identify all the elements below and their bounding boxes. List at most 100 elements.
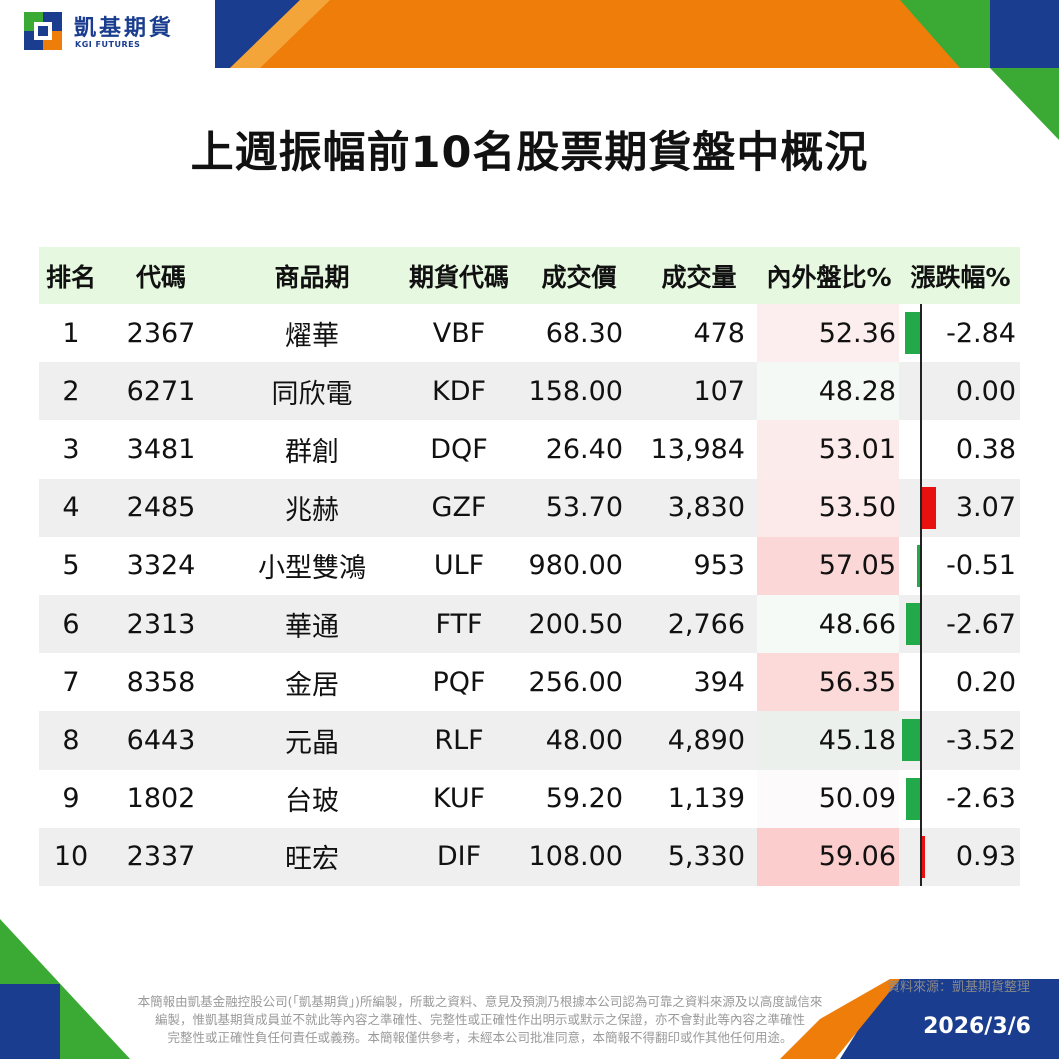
change-bar-up <box>920 835 925 878</box>
change-value: 0.00 <box>955 375 1016 407</box>
table-row: 10 2337 旺宏 DIF 108.00 5,330 59.06 0.93 <box>39 827 1020 886</box>
rank-cell: 4 <box>62 492 80 524</box>
change-value: -2.63 <box>946 783 1016 815</box>
change-cell: 0.38 <box>899 420 1020 478</box>
ratio-cell: 57.05 <box>818 550 896 582</box>
rank-cell: 6 <box>62 608 80 640</box>
disclaimer-line: 編製，惟凱基期貨成員並不就此等內容之準確性、完整性或正確性作出明示或默示之保證，… <box>154 1012 805 1027</box>
futures-code-cell: VBF <box>432 317 486 349</box>
stock-futures-table: 排名 代碼 商品期 期貨代碼 成交價 成交量 內外盤比% 漲跌幅% 1 2367 燿… <box>39 247 1020 886</box>
name-cell: 元晶 <box>285 727 339 759</box>
table-row: 6 2313 華通 FTF 200.50 2,766 48.66 -2.67 <box>39 594 1020 654</box>
code-cell: 2367 <box>126 317 196 349</box>
futures-code-cell: PQF <box>432 666 486 698</box>
code-cell: 3324 <box>126 550 196 582</box>
rank-cell: 5 <box>62 550 80 582</box>
page-title: 上週振幅前10名股票期貨盤中概況 <box>190 128 869 178</box>
header-price: 成交價 <box>541 262 617 292</box>
header-ratio: 內外盤比% <box>766 262 892 292</box>
rank-cell: 7 <box>62 666 80 698</box>
ratio-cell: 50.09 <box>818 783 896 815</box>
table-row: 9 1802 台玻 KUF 59.20 1,139 50.09 -2.63 <box>39 769 1020 828</box>
header-futures-code: 期貨代碼 <box>408 262 509 292</box>
header-code: 代碼 <box>135 262 186 292</box>
ratio-cell: 45.18 <box>818 724 896 756</box>
change-value: 3.07 <box>955 492 1016 524</box>
change-value: -2.84 <box>946 317 1016 349</box>
change-cell: -2.84 <box>899 304 1020 362</box>
futures-code-cell: KDF <box>431 375 487 407</box>
name-cell: 金居 <box>285 669 339 701</box>
name-cell: 兆赫 <box>285 495 339 527</box>
futures-code-cell: FTF <box>435 608 483 640</box>
name-cell: 群創 <box>285 436 339 468</box>
header-change: 漲跌幅% <box>910 262 1011 292</box>
name-cell: 小型雙鴻 <box>258 553 366 585</box>
change-value: 0.20 <box>955 666 1016 698</box>
ratio-cell: 53.50 <box>818 492 896 524</box>
code-cell: 3481 <box>126 433 196 465</box>
table-row: 4 2485 兆赫 GZF 53.70 3,830 53.50 3.07 <box>39 478 1020 537</box>
ratio-heat-cell <box>757 304 899 363</box>
header-rank: 排名 <box>45 262 96 292</box>
code-cell: 6271 <box>126 375 196 407</box>
table-header-row: 排名 代碼 商品期 期貨代碼 成交價 成交量 內外盤比% 漲跌幅% <box>39 247 1020 304</box>
price-cell: 26.40 <box>545 433 623 465</box>
change-bar-down <box>905 312 920 354</box>
code-cell: 2485 <box>126 492 196 524</box>
table-row: 3 3481 群創 DQF 26.40 13,984 53.01 0.38 <box>39 420 1020 479</box>
price-cell: 68.30 <box>545 317 623 349</box>
disclaimer-line: 完整性或正確性負任何責任或義務。本簡報僅供參考，未經本公司批准同意，本簡報不得翻… <box>167 1030 793 1045</box>
brand-name: 凱基期貨 <box>74 16 175 41</box>
report-date: 2026/3/6 <box>923 1014 1031 1039</box>
change-cell: -2.67 <box>899 595 1020 653</box>
change-value: -2.67 <box>946 608 1016 640</box>
name-cell: 旺宏 <box>285 844 339 876</box>
change-cell: -0.51 <box>899 537 1020 595</box>
change-cell: 3.07 <box>899 479 1020 537</box>
futures-code-cell: ULF <box>433 550 485 582</box>
table-row: 1 2367 燿華 VBF 68.30 478 52.36 -2.84 <box>39 304 1020 363</box>
header-volume: 成交量 <box>661 262 737 292</box>
futures-code-cell: RLF <box>434 724 484 756</box>
ratio-cell: 53.01 <box>818 433 896 465</box>
name-cell: 華通 <box>285 611 339 643</box>
disclaimer: 本簡報由凱基金融控股公司(「凱基期貨」)所編製，所載之資料、意見及預測乃根據本公… <box>60 993 900 1047</box>
price-cell: 158.00 <box>528 375 623 407</box>
ratio-heat-cell <box>757 478 899 537</box>
kgi-logo-icon <box>24 12 62 50</box>
change-cell: 0.93 <box>899 828 1020 886</box>
volume-cell: 3,830 <box>667 492 745 524</box>
name-cell: 燿華 <box>285 320 339 352</box>
ratio-heat-cell <box>757 362 899 421</box>
change-value: -3.52 <box>946 724 1016 756</box>
ratio-heat-cell <box>757 827 899 886</box>
futures-code-cell: KUF <box>432 783 486 815</box>
change-cell: 0.00 <box>899 362 1020 420</box>
price-cell: 53.70 <box>545 492 623 524</box>
rank-cell: 8 <box>62 724 80 756</box>
volume-cell: 2,766 <box>667 608 745 640</box>
code-cell: 2337 <box>126 841 196 873</box>
volume-cell: 394 <box>693 666 745 698</box>
ratio-cell: 48.66 <box>818 608 896 640</box>
rank-cell: 3 <box>62 433 80 465</box>
volume-cell: 4,890 <box>667 724 745 756</box>
ratio-cell: 59.06 <box>818 841 896 873</box>
price-cell: 108.00 <box>528 841 623 873</box>
footer-banner <box>0 919 1059 1059</box>
brand-name-en: KGI FUTURES <box>75 40 141 49</box>
change-cell: -2.63 <box>899 770 1020 828</box>
ratio-cell: 52.36 <box>818 317 896 349</box>
change-cell: -3.52 <box>899 711 1020 769</box>
table-row: 7 8358 金居 PQF 256.00 394 56.35 0.20 <box>39 653 1020 712</box>
ratio-heat-cell <box>757 653 899 712</box>
price-cell: 59.20 <box>545 783 623 815</box>
data-source-note: 資料來源：凱基期貨整理 <box>886 980 1030 995</box>
header-name: 商品期 <box>274 262 350 292</box>
futures-code-cell: DIF <box>436 841 482 873</box>
change-zero-axis <box>920 304 922 886</box>
ratio-cell: 56.35 <box>818 666 896 698</box>
price-cell: 48.00 <box>545 724 623 756</box>
code-cell: 6443 <box>126 724 196 756</box>
